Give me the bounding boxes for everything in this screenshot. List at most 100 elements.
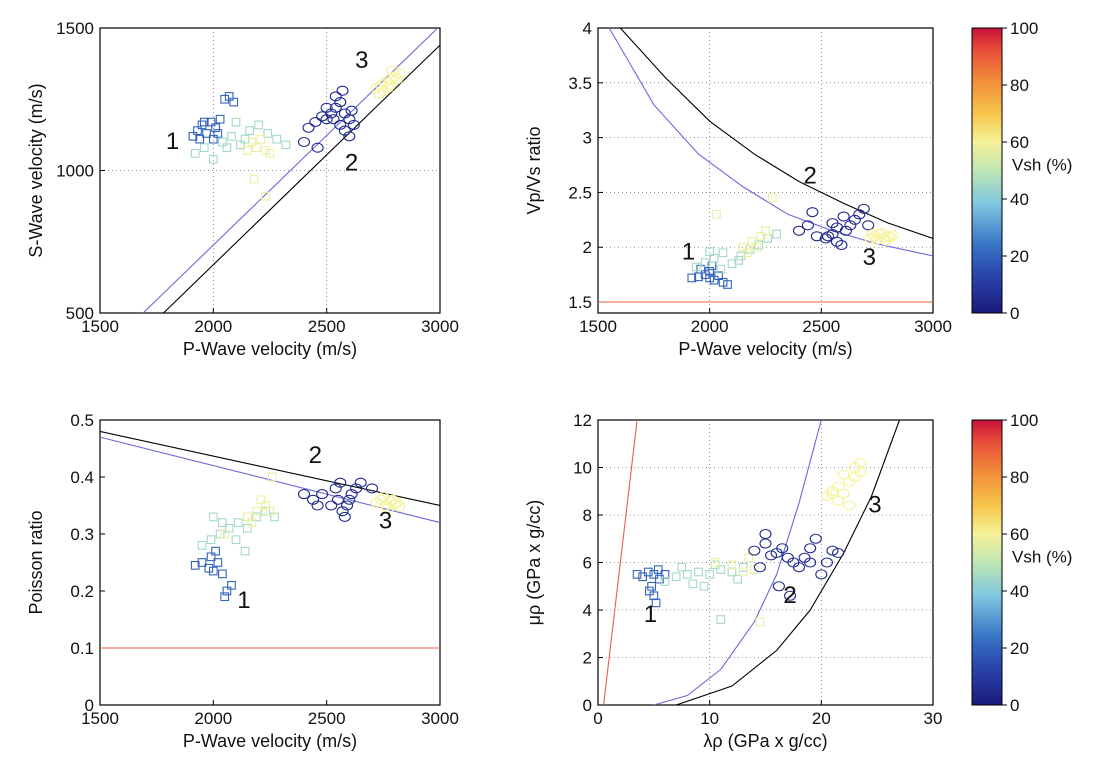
y-tick-label: 4 [583, 19, 592, 38]
x-axis-label: P-Wave velocity (m/s) [183, 731, 357, 751]
data-point-cluster-1 [222, 586, 232, 596]
x-tick-label: 3000 [421, 317, 459, 336]
data-point-cluster-1 [645, 586, 654, 596]
data-point-cluster-1 [199, 143, 209, 153]
data-point-cluster-1 [267, 472, 277, 482]
data-point-cluster-1 [206, 535, 216, 545]
data-point-cluster-1 [218, 569, 227, 579]
colorbar-tick-label: 20 [1010, 247, 1029, 266]
data-point-cluster-2 [329, 483, 342, 494]
data-point-cluster-3 [832, 495, 845, 506]
data-point-cluster-1 [193, 126, 202, 135]
data-point-cluster-2 [329, 91, 342, 102]
data-point-cluster-3 [866, 229, 879, 240]
y-tick-label: 0.1 [70, 639, 94, 658]
data-point-cluster-2 [311, 500, 324, 511]
x-tick-label: 2500 [802, 317, 840, 336]
data-point-cluster-3 [837, 469, 850, 480]
x-tick-label: 1500 [81, 709, 119, 728]
data-point-cluster-1 [233, 518, 243, 527]
data-point-cluster-3 [826, 488, 839, 499]
data-point-cluster-1 [705, 570, 715, 579]
data-point-cluster-1 [218, 137, 227, 147]
data-point-cluster-1 [190, 560, 200, 570]
data-point-cluster-1 [738, 242, 748, 252]
data-point-cluster-1 [202, 129, 211, 138]
data-point-cluster-1 [671, 572, 681, 582]
colorbar-label: Vsh (%) [1012, 548, 1072, 567]
data-point-cluster-1 [699, 581, 709, 591]
data-point-cluster-1 [215, 529, 225, 539]
y-tick-label: 2.5 [568, 183, 592, 202]
data-point-cluster-2 [320, 114, 333, 125]
data-point-cluster-1 [197, 558, 207, 567]
data-point-cluster-2 [832, 547, 845, 559]
x-tick-label: 30 [924, 709, 943, 728]
data-point-cluster-1 [213, 129, 223, 138]
y-tick-label: 3 [583, 129, 592, 148]
data-point-cluster-1 [208, 134, 218, 144]
y-tick-label: 4 [583, 601, 592, 620]
data-point-cluster-2 [336, 506, 349, 517]
data-point-cluster-1 [655, 574, 664, 584]
x-tick-label: 2500 [308, 709, 346, 728]
data-point-cluster-1 [649, 570, 659, 579]
data-point-cluster-2 [815, 569, 828, 580]
data-point-cluster-2 [320, 102, 333, 113]
data-point-cluster-2 [354, 477, 367, 488]
data-point-cluster-3 [381, 503, 394, 514]
data-point-cluster-2 [325, 108, 338, 119]
cluster-annotation: 3 [863, 244, 876, 271]
colorbar-tick-label: 60 [1010, 133, 1029, 152]
data-point-cluster-1 [256, 134, 266, 144]
data-point-cluster-2 [341, 500, 354, 511]
data-point-cluster-2 [302, 122, 315, 133]
cluster-annotation: 2 [345, 150, 358, 177]
data-point-cluster-1 [199, 117, 209, 127]
y-tick-label: 0.3 [70, 525, 94, 544]
data-point-cluster-1 [242, 512, 252, 522]
data-point-cluster-1 [261, 146, 270, 155]
data-point-cluster-2 [334, 477, 347, 488]
data-point-cluster-2 [334, 97, 347, 108]
trend-black-curve [619, 28, 933, 240]
cluster-annotation: 2 [783, 582, 796, 609]
data-point-cluster-2 [297, 136, 311, 148]
data-point-cluster-2 [809, 533, 822, 544]
panel-vs_vp: 1500 2000 2500 3000 500 1000 1500 P-Wave veloci… [26, 19, 459, 359]
colorbar-tick-label: 100 [1010, 411, 1038, 430]
data-point-cluster-2 [329, 102, 342, 113]
y-axis-label: S-Wave velocity (m/s) [26, 83, 46, 257]
data-point-cluster-1 [709, 275, 719, 285]
data-point-cluster-2 [826, 218, 839, 229]
data-point-cluster-1 [723, 280, 732, 289]
data-point-cluster-1 [220, 94, 230, 104]
plot-frame [99, 419, 441, 706]
data-point-cluster-2 [338, 108, 351, 119]
y-tick-label: 500 [66, 304, 94, 323]
x-tick-label: 20 [812, 709, 831, 728]
data-point-cluster-1 [716, 565, 726, 574]
data-point-cluster-2 [343, 131, 356, 142]
data-point-cluster-1 [694, 567, 703, 577]
data-point-cluster-1 [220, 592, 230, 602]
data-point-cluster-2 [772, 581, 785, 592]
data-point-cluster-2 [853, 209, 866, 220]
data-point-cluster-1 [755, 617, 765, 627]
data-point-cluster-2 [776, 543, 789, 554]
y-tick-label: 0.2 [70, 582, 94, 601]
data-point-cluster-1 [254, 120, 264, 130]
data-point-cluster-1 [208, 566, 218, 576]
data-point-cluster-1 [265, 506, 275, 516]
data-point-cluster-1 [744, 553, 754, 563]
data-point-cluster-2 [792, 225, 806, 236]
data-point-cluster-1 [705, 266, 715, 276]
data-point-cluster-1 [761, 226, 770, 236]
data-point-cluster-2 [325, 500, 338, 511]
data-point-cluster-1 [660, 577, 670, 586]
data-point-cluster-1 [240, 134, 250, 144]
data-point-cluster-1 [236, 140, 245, 150]
data-point-cluster-1 [752, 242, 761, 252]
data-point-cluster-1 [710, 558, 720, 567]
panel-vpvs_vp: 1500 2000 2500 3000 1.5 2 2.5 3 3.5 4 P-Wave veloc… [524, 19, 952, 359]
